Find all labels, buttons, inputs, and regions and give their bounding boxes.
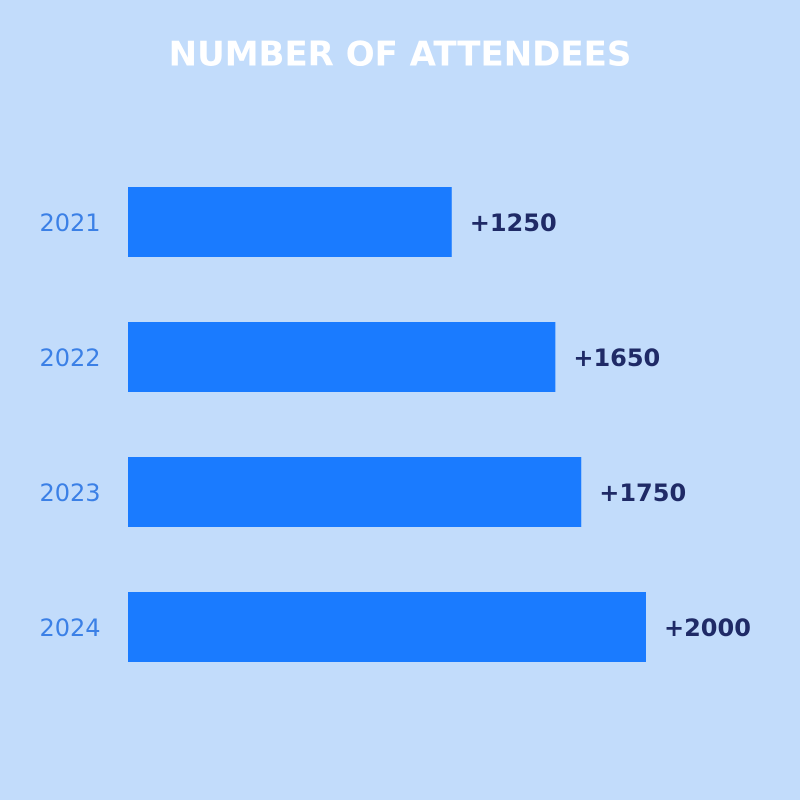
value-label: +1750 (599, 479, 686, 507)
value-label: +1650 (573, 344, 660, 372)
bar (128, 457, 582, 527)
chart-title: NUMBER OF ATTENDEES (169, 35, 632, 75)
category-label: 2023 (39, 479, 100, 507)
bar (128, 187, 452, 257)
value-label: +2000 (664, 614, 751, 642)
category-label: 2022 (39, 344, 100, 372)
bar (128, 322, 556, 392)
value-label: +1250 (470, 209, 557, 237)
bar (128, 592, 646, 662)
category-label: 2021 (39, 209, 100, 237)
category-label: 2024 (39, 614, 100, 642)
